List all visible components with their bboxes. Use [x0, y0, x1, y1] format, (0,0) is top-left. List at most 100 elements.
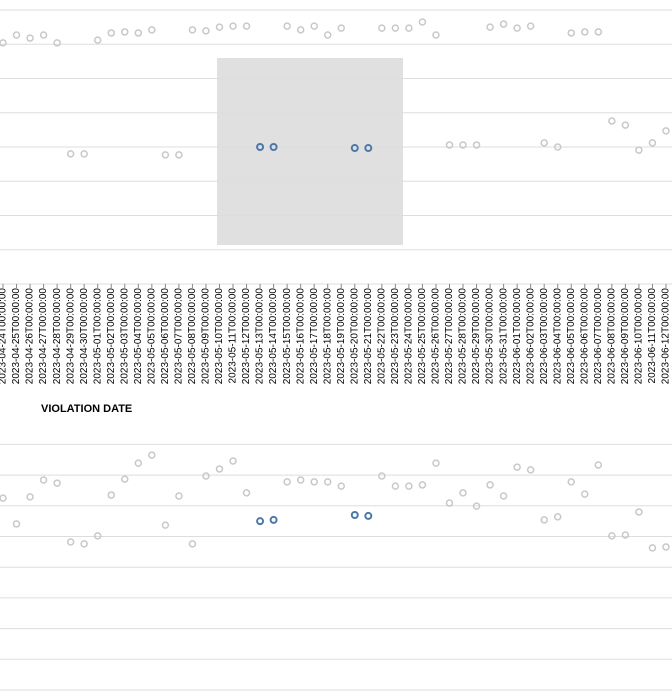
point [26, 34, 34, 42]
x-tick-label: 2023-06-08T00:00:00 [606, 288, 617, 385]
point [161, 521, 170, 529]
point [283, 478, 291, 486]
point [364, 511, 373, 520]
point [526, 22, 535, 30]
x-tick-label: 2023-05-24T00:00:00 [404, 288, 415, 385]
point [364, 144, 373, 153]
x-tick-label: 2023-04-30T00:00:00 [79, 288, 90, 385]
x-tick-label: 2023-05-21T00:00:00 [363, 288, 374, 385]
point [648, 544, 657, 552]
point [581, 28, 589, 36]
x-tick-label: 2023-05-04T00:00:00 [133, 288, 144, 385]
x-tick-label: 2023-06-02T00:00:00 [525, 288, 536, 385]
x-tick-label: 2023-05-08T00:00:00 [187, 288, 198, 385]
point [269, 515, 278, 524]
point [608, 532, 616, 540]
point [432, 31, 440, 39]
point [66, 538, 75, 546]
point [229, 22, 237, 30]
x-tick-label: 2023-04-26T00:00:00 [25, 288, 36, 385]
x-tick-label: 2023-05-09T00:00:00 [201, 288, 212, 385]
point [26, 493, 34, 501]
point [310, 478, 318, 486]
point [350, 511, 359, 520]
x-tick-label: 2023-06-12T00:00:00 [661, 288, 672, 385]
x-tick-label: 2023-05-27T00:00:00 [444, 288, 455, 385]
x-tick-label: 2023-04-24T00:00:00 [0, 288, 9, 385]
point [80, 540, 88, 548]
x-tick-label: 2023-04-27T00:00:00 [38, 288, 49, 385]
x-tick-label: 2023-05-26T00:00:00 [431, 288, 442, 385]
point [323, 31, 332, 39]
point [134, 459, 143, 467]
point [242, 22, 251, 30]
point [93, 532, 102, 540]
point [337, 482, 345, 490]
x-tick-label: 2023-05-02T00:00:00 [106, 288, 117, 385]
point [594, 461, 603, 469]
point [296, 476, 305, 484]
point [296, 26, 305, 34]
point [39, 476, 48, 484]
point [567, 29, 576, 37]
point [242, 489, 251, 497]
x-tick-label: 2023-06-06T00:00:00 [579, 288, 590, 385]
point [432, 459, 440, 467]
point [445, 141, 454, 149]
point [0, 39, 7, 47]
x-tick-label: 2023-05-28T00:00:00 [458, 288, 469, 385]
point [53, 39, 61, 47]
x-tick-label: 2023-04-29T00:00:00 [65, 288, 76, 385]
point [161, 151, 170, 159]
x-tick-label: 2023-05-23T00:00:00 [390, 288, 401, 385]
point [378, 472, 386, 480]
point [202, 27, 210, 35]
point [513, 463, 521, 471]
point [594, 28, 603, 36]
x-tick-label: 2023-05-22T00:00:00 [376, 288, 387, 385]
point [66, 150, 75, 158]
point [418, 481, 427, 489]
x-tick-label: 2023-06-04T00:00:00 [552, 288, 563, 385]
point [621, 531, 630, 539]
point [391, 24, 400, 32]
x-tick-label: 2023-06-11T00:00:00 [647, 288, 658, 384]
x-tick-label: 2023-05-12T00:00:00 [241, 288, 252, 385]
point [121, 28, 129, 36]
point [12, 31, 21, 39]
point [621, 121, 630, 129]
point [553, 513, 562, 521]
x-tick-label: 2023-06-09T00:00:00 [620, 288, 631, 385]
point [148, 26, 156, 34]
x-tick-label: 2023-06-05T00:00:00 [566, 288, 577, 385]
point [405, 482, 413, 490]
point [107, 491, 115, 499]
point [581, 490, 589, 498]
point [12, 520, 21, 528]
x-tick-label: 2023-04-25T00:00:00 [11, 288, 22, 385]
point [472, 141, 481, 149]
point [459, 489, 467, 497]
point [486, 481, 494, 489]
point [662, 127, 670, 135]
point [635, 146, 643, 154]
point [445, 499, 454, 507]
point [310, 22, 318, 30]
x-tick-label: 2023-05-06T00:00:00 [160, 288, 171, 385]
point [148, 451, 156, 459]
brush-selection[interactable] [217, 58, 403, 245]
x-tick-label: 2023-05-25T00:00:00 [417, 288, 428, 385]
point [53, 479, 61, 487]
x-tick-label: 2023-05-01T00:00:00 [92, 288, 103, 385]
point [121, 475, 129, 483]
point [350, 144, 359, 153]
point [553, 143, 562, 151]
point [134, 29, 143, 37]
x-tick-label: 2023-05-07T00:00:00 [174, 288, 185, 385]
point [215, 465, 224, 473]
x-tick-label: 2023-05-05T00:00:00 [146, 288, 157, 385]
x-tick-label: 2023-05-17T00:00:00 [309, 288, 320, 385]
point [0, 494, 7, 502]
point [459, 141, 467, 149]
x-axis-title: VIOLATION DATE [41, 403, 132, 415]
